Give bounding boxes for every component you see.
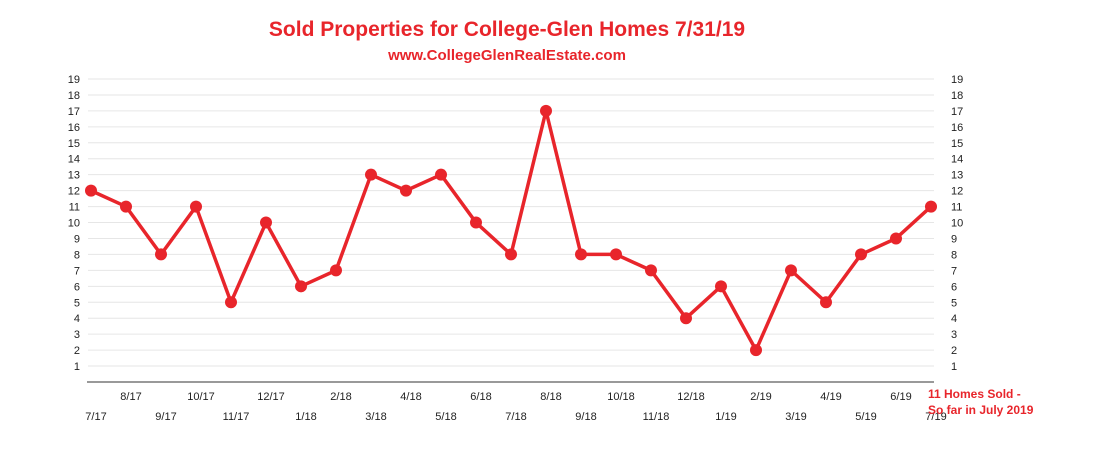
y-tick-label-left: 9: [74, 233, 80, 245]
data-point: [610, 248, 622, 261]
x-tick-label: 5/18: [435, 411, 456, 423]
x-tick-label: 2/19: [750, 391, 771, 403]
data-point: [750, 344, 762, 357]
x-tick-label: 10/17: [187, 391, 215, 403]
chart-subtitle: www.CollegeGlenRealEstate.com: [388, 47, 626, 64]
y-tick-label-left: 4: [74, 313, 80, 325]
data-point: [540, 104, 552, 117]
x-tick-label: 5/19: [855, 411, 876, 423]
gridlines: [88, 78, 934, 367]
y-tick-label-right: 10: [951, 218, 963, 230]
y-tick-label-left: 16: [68, 122, 80, 134]
y-tick-label-left: 1: [74, 361, 80, 373]
y-tick-label-left: 14: [68, 154, 80, 166]
x-axis-labels: 7/17 8/17 9/17 10/17 11/17 12/17 1/18 2/18 3/18 4…: [85, 391, 946, 423]
x-tick-label: 3/18: [365, 411, 386, 423]
x-tick-label: 6/19: [890, 391, 911, 403]
annotation-line-1: 11 Homes Sold -: [928, 387, 1021, 401]
y-tick-label-left: 2: [74, 345, 80, 357]
x-tick-label: 6/18: [470, 391, 491, 403]
y-tick-label-left: 17: [68, 106, 80, 118]
data-point: [190, 200, 202, 213]
data-points: [85, 104, 937, 357]
y-tick-label-left: 8: [74, 249, 80, 261]
y-tick-label-right: 8: [951, 249, 957, 261]
y-tick-label-left: 3: [74, 329, 80, 341]
x-tick-label: 12/17: [257, 391, 285, 403]
data-point: [400, 184, 412, 197]
y-tick-label-right: 4: [951, 313, 957, 325]
y-tick-label-right: 7: [951, 265, 957, 277]
y-tick-label-right: 18: [951, 90, 963, 102]
x-tick-label: 8/17: [120, 391, 141, 403]
x-tick-label: 10/18: [607, 391, 635, 403]
x-tick-label: 1/19: [715, 411, 736, 423]
y-tick-label-right: 6: [951, 281, 957, 293]
data-point: [645, 264, 657, 277]
x-tick-label: 7/17: [85, 411, 106, 423]
x-tick-label: 4/19: [820, 391, 841, 403]
y-tick-label-right: 12: [951, 186, 963, 198]
y-tick-label-left: 10: [68, 218, 80, 230]
data-point: [120, 200, 132, 213]
y-tick-label-right: 3: [951, 329, 957, 341]
data-point: [260, 216, 272, 229]
data-point: [435, 168, 447, 181]
y-tick-label-right: 2: [951, 345, 957, 357]
data-point: [575, 248, 587, 261]
data-point: [855, 248, 867, 261]
y-tick-label-right: 11: [951, 202, 962, 214]
y-tick-label-right: 9: [951, 233, 957, 245]
x-tick-label: 9/17: [155, 411, 176, 423]
data-point: [470, 216, 482, 229]
x-tick-label: 4/18: [400, 391, 421, 403]
y-tick-label-left: 18: [68, 90, 80, 102]
data-point: [155, 248, 167, 261]
y-tick-label-left: 19: [68, 74, 80, 86]
x-tick-label: 8/18: [540, 391, 561, 403]
y-tick-label-left: 12: [68, 186, 80, 198]
y-tick-label-left: 13: [68, 170, 80, 182]
data-point: [785, 264, 797, 277]
data-point: [820, 296, 832, 309]
x-tick-label: 12/18: [677, 391, 705, 403]
data-point: [890, 232, 902, 245]
x-tick-label: 2/18: [330, 391, 351, 403]
y-tick-label-right: 1: [951, 361, 957, 373]
y-tick-label-left: 7: [74, 265, 80, 277]
x-tick-label: 11/18: [643, 411, 670, 423]
data-point: [225, 296, 237, 309]
x-tick-label: 9/18: [575, 411, 596, 423]
y-tick-label-right: 17: [951, 106, 963, 118]
annotation-line-2: So far in July 2019: [928, 403, 1034, 417]
data-point: [295, 280, 307, 293]
y-tick-label-left: 6: [74, 281, 80, 293]
x-tick-label: 7/19: [925, 411, 946, 423]
y-tick-label-left: 15: [68, 138, 80, 150]
x-tick-label: 11/17: [223, 411, 250, 423]
data-point: [505, 248, 517, 261]
x-tick-label: 7/18: [505, 411, 526, 423]
y-tick-label-right: 5: [951, 297, 957, 309]
y-tick-label-right: 16: [951, 122, 963, 134]
y-tick-label-left: 11: [69, 202, 80, 214]
series-line: [90, 109, 933, 352]
y-tick-label-right: 14: [951, 154, 963, 166]
x-tick-label: 1/18: [295, 411, 316, 423]
data-point: [715, 280, 727, 293]
data-point: [330, 264, 342, 277]
y-tick-label-right: 19: [951, 74, 963, 86]
x-tick-label: 3/19: [785, 411, 806, 423]
y-tick-label-right: 15: [951, 138, 963, 150]
data-point: [85, 184, 97, 197]
data-point: [680, 312, 692, 325]
chart-title: Sold Properties for College-Glen Homes 7…: [268, 18, 746, 41]
y-tick-label-left: 5: [74, 297, 80, 309]
data-point: [365, 168, 377, 181]
y-tick-label-right: 13: [951, 170, 963, 182]
data-point: [925, 200, 937, 213]
